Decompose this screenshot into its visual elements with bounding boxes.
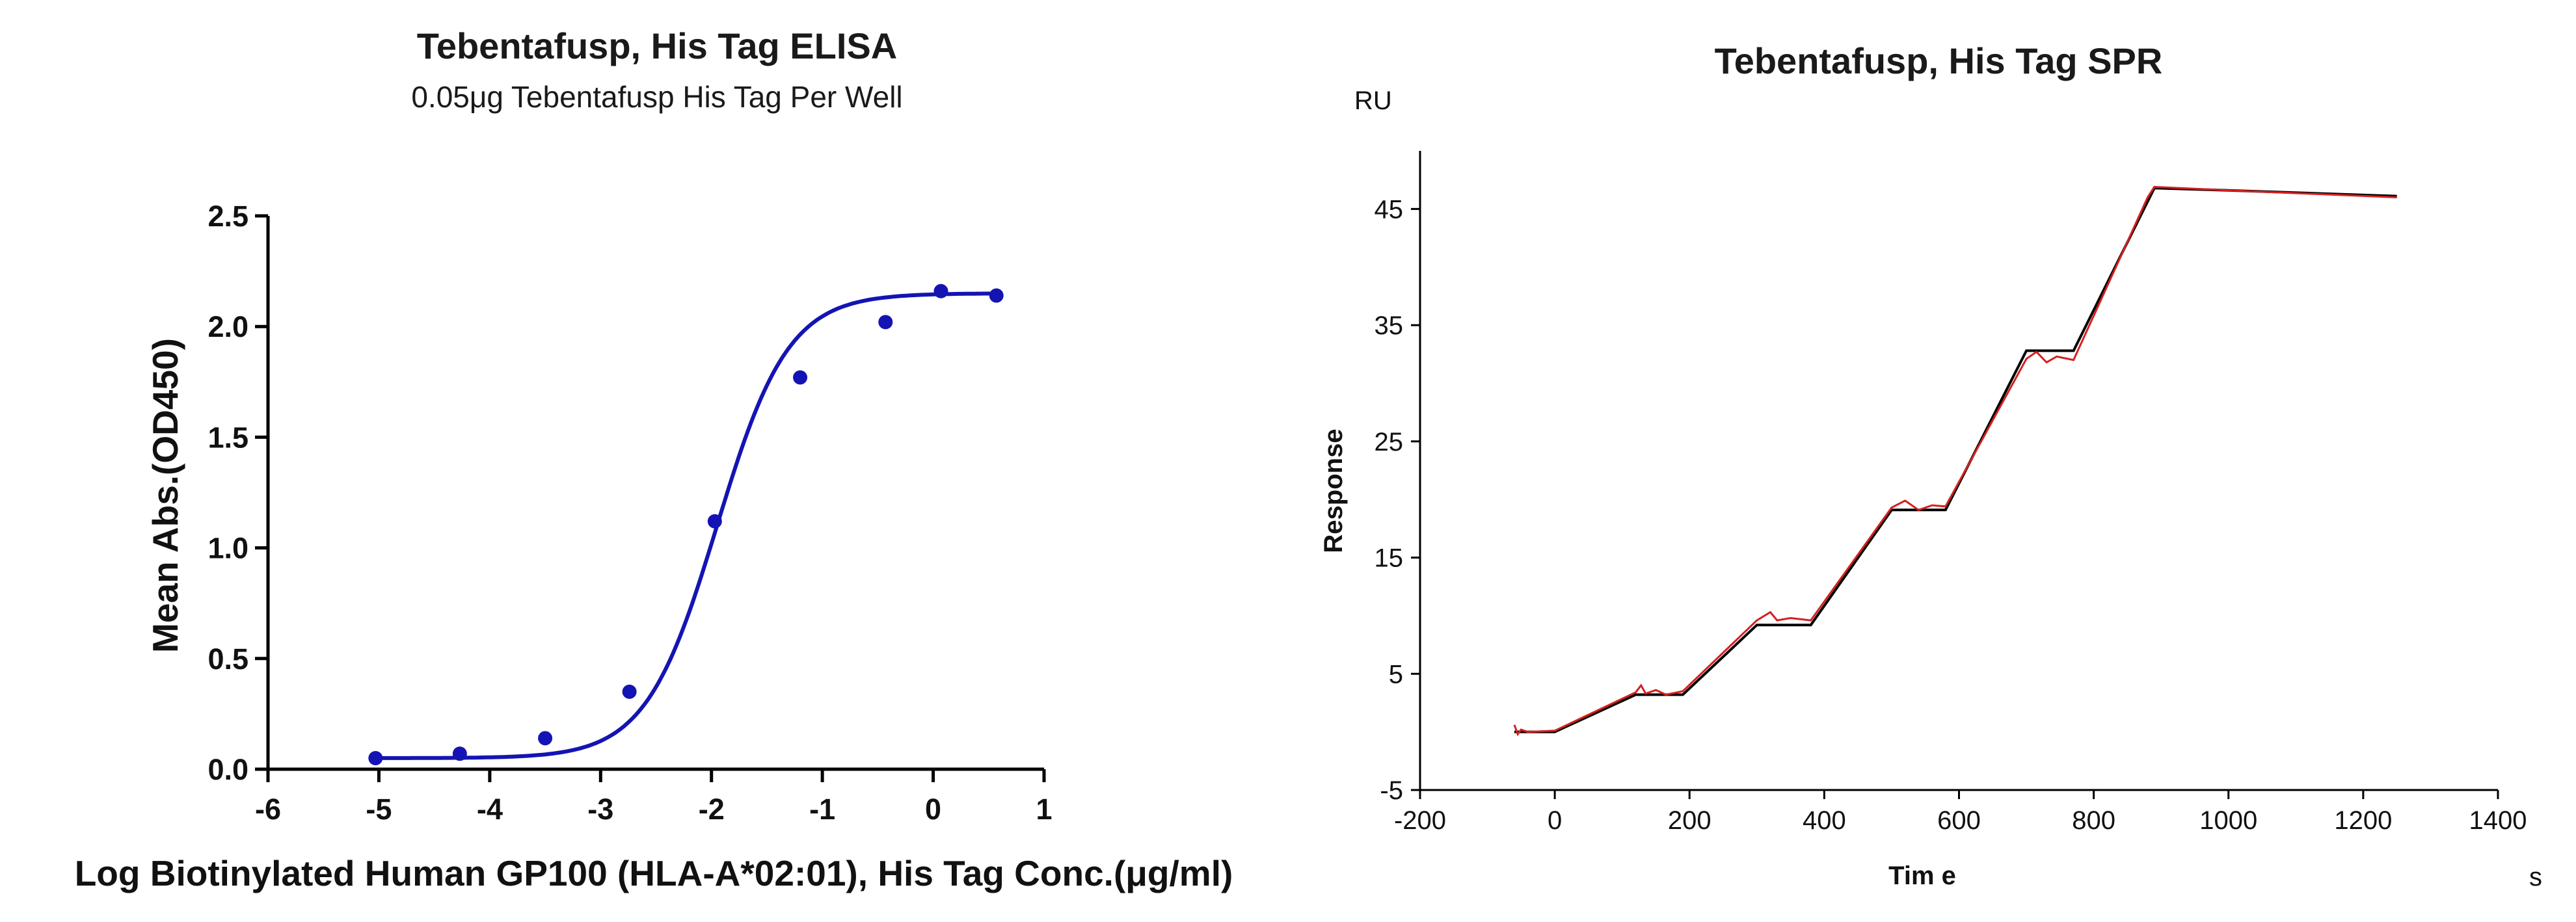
spr-x-ticks: -200 0 200 400 600 800 1000 1200 1400 [1394, 790, 2527, 835]
spr-y-tick-label: 15 [1375, 544, 1404, 573]
elisa-title: Tebentafusp, His Tag ELISA [417, 25, 897, 66]
spr-x-unit: s [2529, 863, 2542, 891]
elisa-data-point [452, 746, 467, 761]
spr-x-tick-label: 0 [1548, 806, 1562, 835]
spr-x-tick-label: 200 [1668, 806, 1711, 835]
elisa-y-tick-label: 2.5 [208, 200, 248, 233]
elisa-x-tick-label: 0 [925, 793, 941, 826]
elisa-y-tick-label: 0.5 [208, 642, 248, 676]
spr-measured-line [1513, 185, 2397, 737]
spr-x-tick-label: 400 [1803, 806, 1846, 835]
elisa-x-tick-label: -2 [699, 793, 725, 826]
spr-x-tick-label: 1200 [2334, 806, 2392, 835]
elisa-fit-curve [375, 291, 997, 760]
spr-fit-line [1514, 187, 2397, 733]
elisa-y-ticks: 0.0 0.5 1.0 1.5 2.0 2.5 [208, 200, 268, 786]
elisa-y-tick-label: 2.0 [208, 310, 248, 343]
elisa-y-tick-label: 1.5 [208, 421, 248, 454]
elisa-data-point [989, 288, 1004, 303]
spr-y-tick-label: 25 [1375, 428, 1404, 456]
elisa-x-axis-label: Log Biotinylated Human GP100 (HLA-A*02:0… [75, 853, 1233, 893]
spr-x-tick-label: -200 [1394, 806, 1446, 835]
elisa-data-point [793, 370, 808, 385]
elisa-data-point [933, 283, 948, 298]
elisa-y-tick-label: 0.0 [208, 753, 248, 786]
elisa-data-point [368, 750, 383, 765]
elisa-chart: Tebentafusp, His Tag ELISA 0.05μg Tebent… [75, 25, 1233, 893]
elisa-x-ticks: -6 -5 -4 -3 -2 -1 0 1 [255, 769, 1053, 826]
elisa-subtitle: 0.05μg Tebentafusp His Tag Per Well [411, 80, 902, 114]
spr-x-tick-label: 600 [1937, 806, 1981, 835]
elisa-y-tick-label: 1.0 [208, 532, 248, 565]
elisa-data-point [622, 684, 637, 699]
spr-y-tick-label: -5 [1380, 776, 1403, 805]
spr-x-axis-label: Tim e [1888, 862, 1956, 890]
spr-x-tick-label: 800 [2072, 806, 2115, 835]
spr-y-axis-label: Response [1319, 428, 1348, 553]
elisa-data-point [878, 315, 893, 330]
spr-y-tick-label: 45 [1375, 195, 1404, 224]
elisa-axes [266, 216, 1044, 771]
spr-chart: Tebentafusp, His Tag SPR RU -200 0 200 400 6… [1319, 40, 2542, 891]
spr-y-tick-label: 5 [1389, 660, 1403, 689]
spr-x-tick-label: 1400 [2469, 806, 2527, 835]
elisa-x-tick-label: 1 [1036, 793, 1052, 826]
spr-y-ticks: -5 5 15 25 35 45 [1375, 195, 1420, 805]
elisa-data-point [707, 514, 722, 529]
spr-y-unit: RU [1354, 86, 1392, 115]
elisa-x-tick-label: -4 [477, 793, 503, 826]
elisa-data-points [368, 283, 1004, 765]
spr-y-tick-label: 35 [1375, 311, 1404, 340]
spr-x-tick-label: 1000 [2199, 806, 2257, 835]
spr-axes [1419, 151, 2498, 791]
elisa-x-tick-label: -1 [809, 793, 835, 826]
elisa-data-point [538, 731, 553, 746]
elisa-x-tick-label: -3 [587, 793, 613, 826]
elisa-x-tick-label: -5 [366, 793, 392, 826]
spr-title: Tebentafusp, His Tag SPR [1715, 40, 2163, 81]
elisa-y-axis-label: Mean Abs.(OD450) [145, 338, 185, 653]
elisa-x-tick-label: -6 [255, 793, 281, 826]
